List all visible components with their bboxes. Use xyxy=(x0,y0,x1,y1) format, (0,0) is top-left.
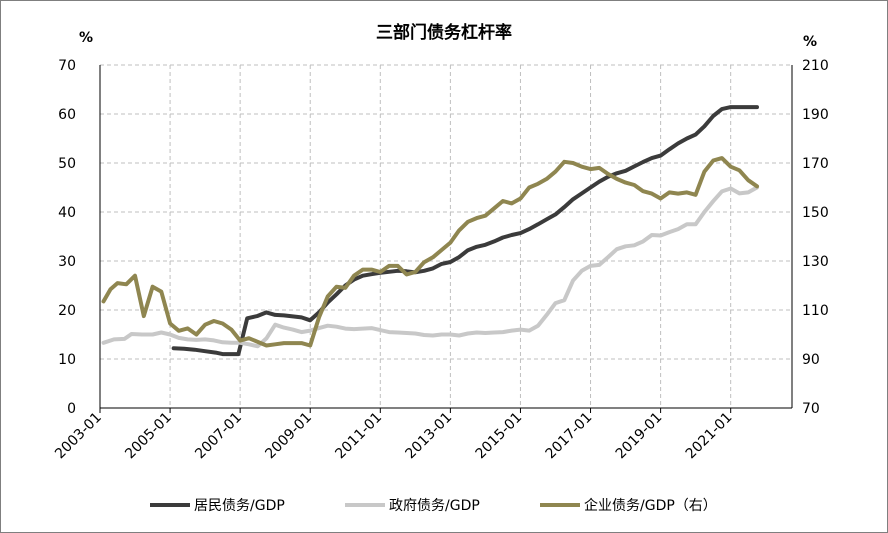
series-lines xyxy=(101,105,759,357)
x-tick-label: 2003-01 xyxy=(52,410,105,463)
y-right-tick-label: 150 xyxy=(802,205,829,221)
x-tick-label: 2009-01 xyxy=(262,410,315,463)
x-tick-label: 2021-01 xyxy=(683,410,736,463)
legend: 居民债务/GDP 政府债务/GDP 企业债务/GDP（右） xyxy=(150,497,717,514)
x-tick-label: 2017-01 xyxy=(543,410,596,463)
right-axis-unit: % xyxy=(803,34,817,50)
series-line-2 xyxy=(101,185,759,349)
axes xyxy=(99,65,793,413)
chart-title: 三部门债务杠杆率 xyxy=(376,22,512,43)
y-right-tick-label: 190 xyxy=(802,107,829,123)
y-right-tick-label: 110 xyxy=(802,303,829,319)
series-line-1 xyxy=(171,105,759,357)
y-right-tick-label: 70 xyxy=(802,401,820,417)
series-line-3 xyxy=(101,156,759,348)
legend-label: 企业债务/GDP（右） xyxy=(584,497,717,514)
x-tick-label: 2011-01 xyxy=(332,410,385,463)
x-tick-label: 2015-01 xyxy=(473,410,526,463)
y-right-tick-label: 90 xyxy=(802,352,820,368)
x-tick-label: 2013-01 xyxy=(403,410,456,463)
y-right-tick-label: 170 xyxy=(802,156,829,172)
legend-label: 政府债务/GDP xyxy=(389,498,480,514)
y-right-tick-label: 130 xyxy=(802,254,829,270)
y-left-tick-label: 50 xyxy=(58,156,76,172)
y-right-tick-label: 210 xyxy=(802,58,829,74)
x-tick-label: 2007-01 xyxy=(192,410,245,463)
y-left-tick-label: 30 xyxy=(58,254,76,270)
grid-lines xyxy=(100,64,792,408)
y-left-tick-label: 10 xyxy=(58,352,76,368)
legend-label: 居民债务/GDP xyxy=(194,498,285,514)
left-axis-unit: % xyxy=(79,30,93,46)
x-tick-label: 2005-01 xyxy=(122,410,175,463)
x-tick-label: 2019-01 xyxy=(613,410,666,463)
y-left-tick-label: 40 xyxy=(58,205,76,221)
y-left-tick-label: 60 xyxy=(58,107,76,123)
y-left-tick-label: 0 xyxy=(67,401,76,417)
y-left-tick-label: 70 xyxy=(58,58,76,74)
y-left-tick-label: 20 xyxy=(58,303,76,319)
